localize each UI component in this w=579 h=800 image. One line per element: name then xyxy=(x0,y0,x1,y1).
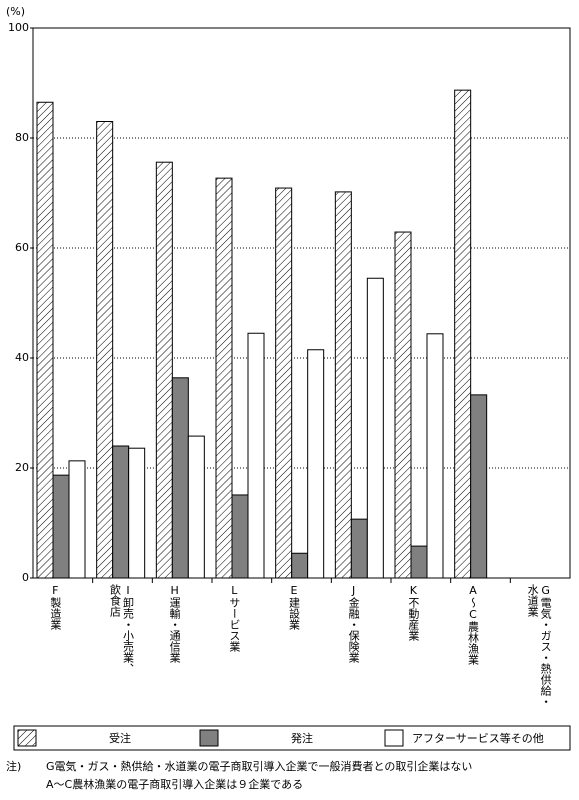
x-tick-label: E建設業 xyxy=(287,584,301,630)
x-tick-label: K不動産業 xyxy=(406,584,420,641)
y-tick-label: 0 xyxy=(22,571,29,584)
bar xyxy=(52,474,70,579)
note-line: A～C農林漁業の電子商取引導入企業は９企業である xyxy=(46,777,303,791)
bar xyxy=(231,494,249,579)
x-tick-label: H運輸・通信業 xyxy=(168,584,182,663)
bar xyxy=(187,435,205,579)
x-tick-label: J金融・保険業 xyxy=(347,584,361,663)
x-tick-label: A～C農林漁業 xyxy=(466,584,480,665)
bar xyxy=(96,121,114,579)
bar xyxy=(155,161,173,579)
y-axis-label: (%) xyxy=(6,5,25,18)
legend-frame xyxy=(13,725,571,751)
bar xyxy=(366,277,384,579)
bar xyxy=(334,191,352,579)
bar xyxy=(128,447,146,579)
bar xyxy=(215,177,233,579)
x-tick-label: I卸売・小売業、 飲食店 xyxy=(108,584,135,674)
legend-label: 発注 xyxy=(291,731,313,745)
legend-swatch xyxy=(17,729,37,747)
bar xyxy=(350,518,368,579)
bar xyxy=(394,231,412,579)
bar xyxy=(112,445,130,579)
note-line: G電気・ガス・熱供給・水道業の電子商取引導入企業で一般消費者との取引企業はない xyxy=(46,759,472,773)
y-tick-label: 80 xyxy=(15,131,29,144)
bar xyxy=(307,349,325,579)
bar xyxy=(410,545,428,579)
bar xyxy=(68,460,86,579)
legend-swatch xyxy=(384,729,404,747)
y-tick-label: 20 xyxy=(15,461,29,474)
bar xyxy=(36,101,54,579)
bar xyxy=(275,187,293,579)
x-tick-label: G電気・ガス・熱供給・ 水道業 xyxy=(526,584,553,707)
y-tick-label: 60 xyxy=(15,241,29,254)
x-tick-label: F製造業 xyxy=(48,584,62,630)
y-tick-label: 40 xyxy=(15,351,29,364)
note-label: 注) xyxy=(6,759,21,773)
bar xyxy=(470,394,488,579)
bar xyxy=(426,333,444,579)
legend-label: アフターサービス等その他 xyxy=(412,731,544,745)
x-tick-label: Lサービス業 xyxy=(227,584,241,652)
bar xyxy=(171,377,189,579)
bar xyxy=(247,332,265,579)
legend-swatch xyxy=(199,729,219,747)
y-tick-label: 100 xyxy=(8,21,29,34)
bar xyxy=(291,552,309,579)
legend-label: 受注 xyxy=(109,731,131,745)
bar xyxy=(454,89,472,579)
